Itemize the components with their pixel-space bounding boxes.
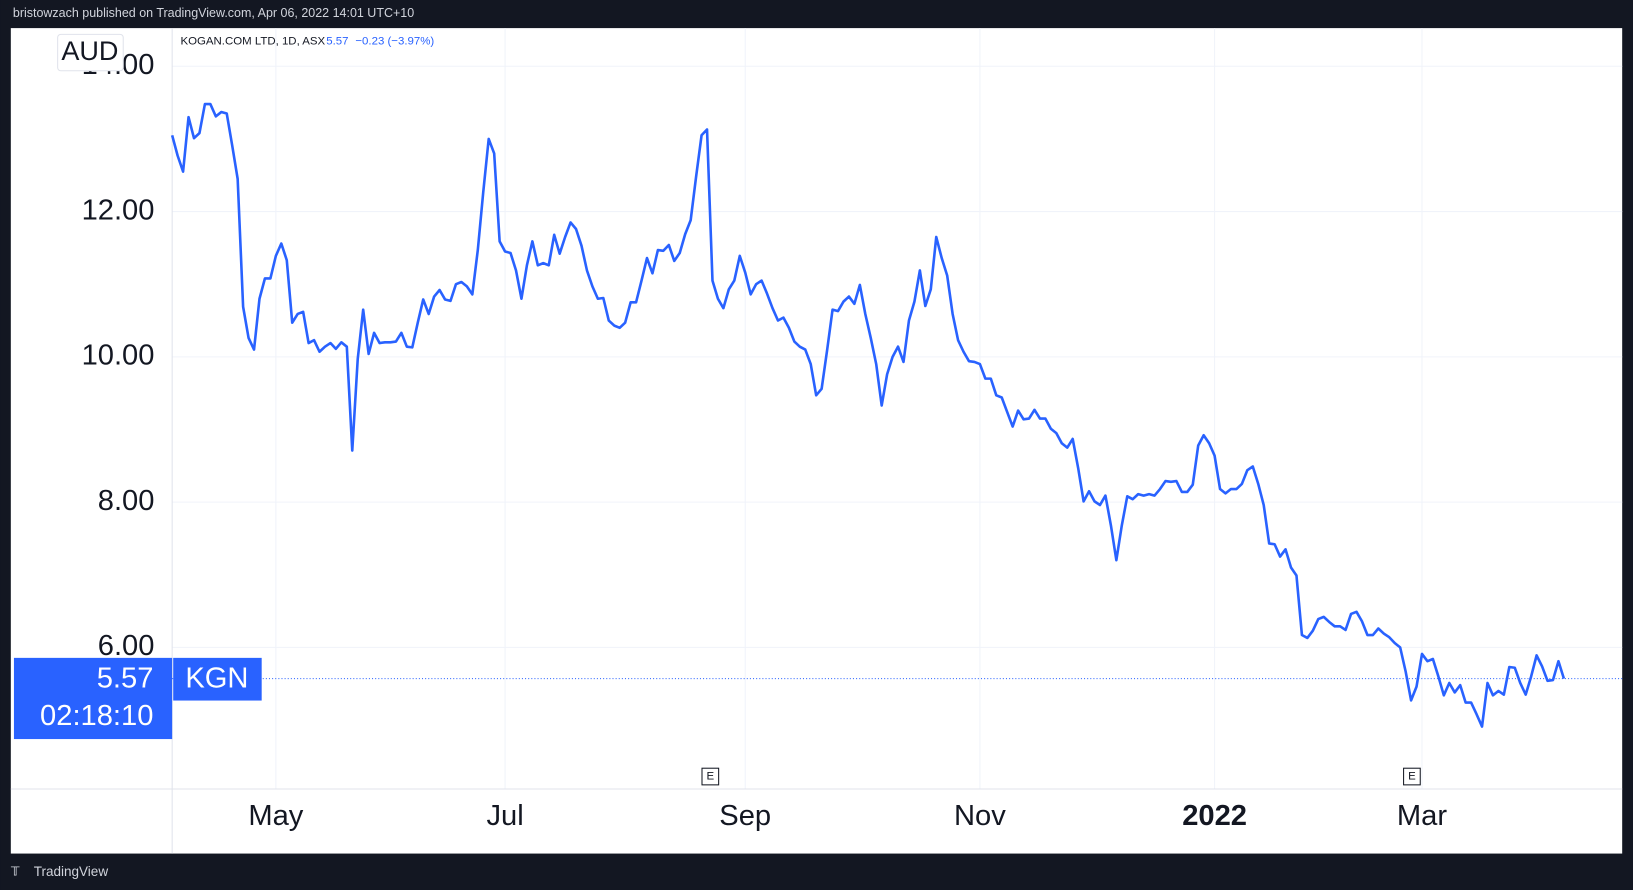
legend-change: −0.23 (−3.97%)	[355, 36, 434, 48]
currency-label: AUD	[61, 36, 118, 66]
brand-icon: 𝕋	[11, 865, 20, 879]
earnings-marker: E	[1408, 771, 1416, 783]
y-tick-label: 10.00	[82, 340, 155, 372]
earnings-marker: E	[707, 771, 715, 783]
x-tick-label: Mar	[1397, 800, 1447, 832]
price-box	[13, 657, 173, 740]
last-price: 5.57	[97, 662, 154, 694]
countdown: 02:18:10	[40, 700, 153, 732]
marks	[170, 102, 1623, 728]
y-tick-label: 6.00	[98, 630, 155, 662]
x-tick-label: Jul	[486, 800, 523, 832]
event-markers: E E	[701, 767, 1421, 786]
symbol-label: KGN	[185, 662, 248, 694]
currency-badge: AUD	[57, 33, 124, 72]
legend: KOGAN.COM LTD, 1D, ASX 5.57 −0.23 (−3.97…	[180, 36, 434, 48]
footer: 𝕋 TradingView	[11, 864, 109, 879]
y-tick-label: 12.00	[82, 194, 155, 226]
legend-price: 5.57	[326, 36, 348, 48]
earnings-box	[701, 767, 720, 786]
price-line	[170, 102, 1566, 728]
price-badge: 5.57 02:18:10 KGN	[13, 657, 262, 740]
brand: TradingView	[34, 864, 109, 879]
legend-title: KOGAN.COM LTD, 1D, ASX	[180, 36, 325, 48]
x-tick-label: 2022	[1182, 800, 1247, 832]
earnings-box	[1403, 767, 1421, 786]
published-note: bristowzach published on TradingView.com…	[13, 6, 414, 20]
symbol-box	[173, 657, 262, 701]
y-tick-label: 8.00	[98, 485, 155, 517]
chart-area	[10, 28, 1623, 854]
x-tick-label: May	[248, 800, 303, 832]
grid	[172, 28, 1623, 790]
x-tick-label: Nov	[954, 800, 1006, 832]
x-tick-label: Sep	[719, 800, 771, 832]
currency-box	[57, 33, 124, 72]
